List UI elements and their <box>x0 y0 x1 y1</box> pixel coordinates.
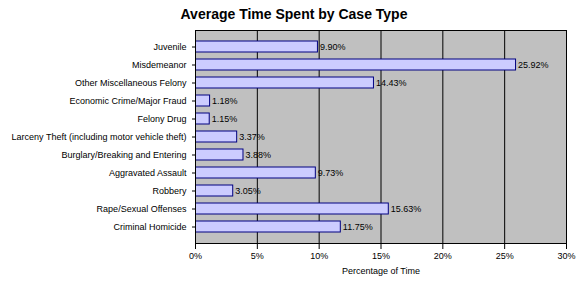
svg-text:15%: 15% <box>372 251 390 261</box>
svg-text:10%: 10% <box>310 251 328 261</box>
svg-text:9.90%: 9.90% <box>320 42 346 52</box>
svg-text:Percentage of Time: Percentage of Time <box>342 266 420 276</box>
svg-text:Misdemeanor: Misdemeanor <box>132 60 187 70</box>
svg-text:Other Miscellaneous Felony: Other Miscellaneous Felony <box>75 78 187 88</box>
svg-text:Burglary/Breaking and Entering: Burglary/Breaking and Entering <box>61 150 186 160</box>
svg-text:20%: 20% <box>434 251 452 261</box>
svg-text:25.92%: 25.92% <box>518 60 549 70</box>
svg-text:25%: 25% <box>496 251 514 261</box>
svg-text:Juvenile: Juvenile <box>153 42 186 52</box>
svg-text:Economic Crime/Major Fraud: Economic Crime/Major Fraud <box>69 96 186 106</box>
svg-text:9.73%: 9.73% <box>318 168 344 178</box>
svg-text:1.18%: 1.18% <box>212 96 238 106</box>
svg-text:14.43%: 14.43% <box>376 78 407 88</box>
svg-text:5%: 5% <box>251 251 264 261</box>
svg-text:1.15%: 1.15% <box>212 114 238 124</box>
svg-text:3.05%: 3.05% <box>235 186 261 196</box>
svg-text:3.37%: 3.37% <box>239 132 265 142</box>
svg-text:11.75%: 11.75% <box>343 222 373 232</box>
html-text:Average Time Spent by Case Typ: Average Time Spent by Case Type <box>180 6 408 22</box>
svg-text:30%: 30% <box>557 251 575 261</box>
svg-text:Felony Drug: Felony Drug <box>137 114 186 124</box>
svg-text:Criminal Homicide: Criminal Homicide <box>113 222 186 232</box>
svg-text:Robbery: Robbery <box>152 186 187 196</box>
svg-text:Aggravated Assault: Aggravated Assault <box>109 168 187 178</box>
svg-text:Rape/Sexual Offenses: Rape/Sexual Offenses <box>97 204 187 214</box>
svg-text:0%: 0% <box>189 251 202 261</box>
svg-text:15.63%: 15.63% <box>391 204 422 214</box>
svg-text:Larceny Theft (including motor: Larceny Theft (including motor vehicle t… <box>12 132 187 142</box>
svg-text:3.88%: 3.88% <box>245 150 271 160</box>
